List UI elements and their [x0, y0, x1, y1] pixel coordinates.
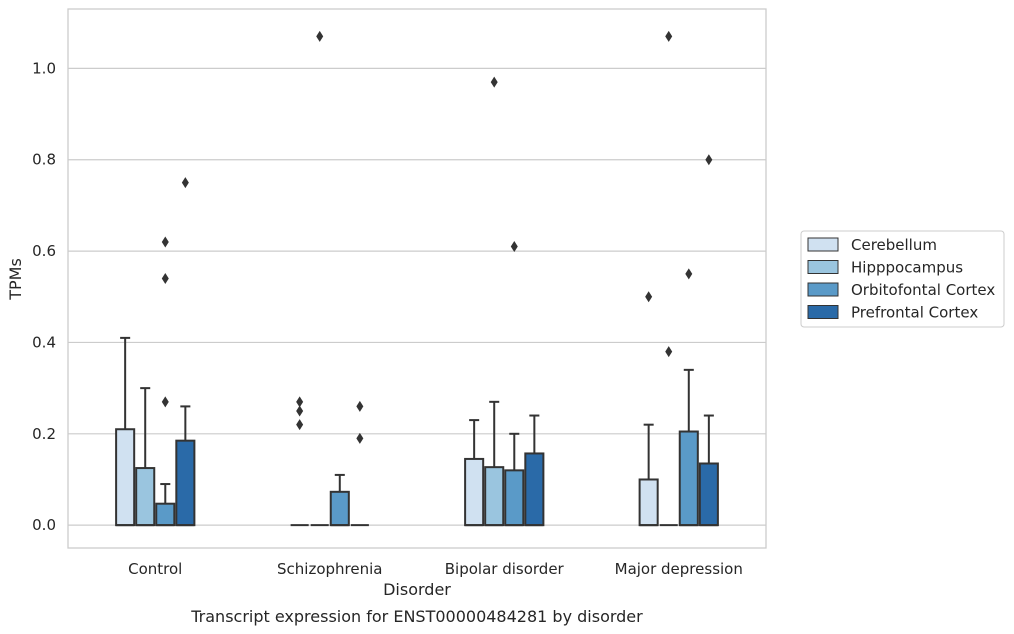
y-axis-ticks: 0.0 0.2 0.4 0.6 0.8 1.0: [32, 59, 56, 534]
box-iqr: [698, 462, 719, 527]
legend-swatch: [807, 237, 839, 252]
box-iqr: [504, 469, 525, 527]
outlier-point: [356, 400, 364, 412]
y-tick-label: 0.2: [32, 425, 56, 443]
outlier-point: [161, 273, 169, 284]
y-tick-label: 0.0: [32, 516, 56, 534]
x-axis-label: Disorder: [383, 580, 451, 599]
box-iqr: [484, 466, 505, 527]
legend-items: Cerebellum Hipppocampus Orbitofontal Corte…: [807, 236, 995, 322]
outlier-point: [685, 268, 693, 280]
box-iqr: [175, 439, 196, 527]
box-iqr: [678, 430, 699, 527]
y-tick-label: 0.4: [32, 333, 56, 351]
legend: Cerebellum Hipppocampus Orbitofontal Corte…: [800, 230, 1005, 328]
legend-label: Prefrontal Cortex: [851, 304, 978, 322]
box-iqr: [115, 428, 136, 527]
x-tick-label: Major depression: [615, 560, 743, 578]
legend-swatch: [807, 260, 839, 274]
y-tick-label: 0.6: [32, 242, 56, 260]
outlier-point: [705, 154, 713, 166]
box-cerebellum: [464, 419, 485, 527]
outlier-point: [645, 291, 653, 303]
box-prefrontal-cortex: [698, 414, 719, 527]
legend-frame: [800, 230, 1005, 328]
box-iqr: [464, 457, 485, 527]
outliers: [161, 30, 713, 444]
box-iqr: [638, 478, 659, 527]
y-axis-label: TPMs: [6, 258, 25, 301]
box-prefrontal-cortex: [175, 405, 196, 527]
box-orbitofontal-cortex: [678, 368, 699, 527]
outlier-point: [161, 236, 169, 248]
box-prefrontal-cortex: [524, 414, 545, 527]
box-iqr: [135, 467, 156, 527]
box-hipppocampus: [484, 400, 505, 527]
outlier-point: [510, 241, 518, 253]
outlier-point: [665, 346, 673, 358]
legend-label: Hipppocampus: [851, 259, 963, 277]
x-tick-label: Bipolar disorder: [445, 560, 565, 578]
outlier-point: [161, 396, 169, 408]
outlier-point: [665, 30, 673, 42]
outlier-point: [296, 405, 304, 417]
legend-label: Cerebellum: [851, 236, 937, 254]
box-orbitofontal-cortex: [504, 432, 525, 527]
box-orbitofontal-cortex: [329, 473, 350, 527]
x-axis-ticks: Control Schizophrenia Bipolar disorder Majo…: [128, 560, 743, 578]
legend-swatch: [807, 282, 839, 297]
outlier-point: [356, 432, 364, 444]
box-iqr: [329, 490, 350, 527]
x-tick-label: Schizophrenia: [277, 560, 382, 578]
box-cerebellum: [638, 423, 659, 527]
box-cerebellum: [115, 336, 136, 527]
plot-area-frame: [67, 8, 767, 549]
outlier-point: [296, 419, 304, 431]
outlier-point: [296, 396, 304, 408]
boxes: [115, 336, 719, 527]
box-iqr: [155, 502, 176, 527]
y-tick-label: 0.8: [32, 151, 56, 169]
outlier-point: [181, 177, 189, 189]
legend-swatch: [807, 305, 839, 319]
box-orbitofontal-cortex: [155, 483, 176, 527]
box-iqr: [524, 452, 545, 527]
outlier-point: [316, 30, 324, 42]
chart-caption: Transcript expression for ENST0000048428…: [190, 607, 643, 626]
x-tick-label: Control: [128, 560, 182, 578]
gridlines: [68, 67, 766, 526]
legend-label: Orbitofontal Cortex: [851, 281, 995, 299]
box-hipppocampus: [135, 387, 156, 527]
y-tick-label: 1.0: [32, 59, 56, 77]
outlier-point: [490, 76, 498, 88]
